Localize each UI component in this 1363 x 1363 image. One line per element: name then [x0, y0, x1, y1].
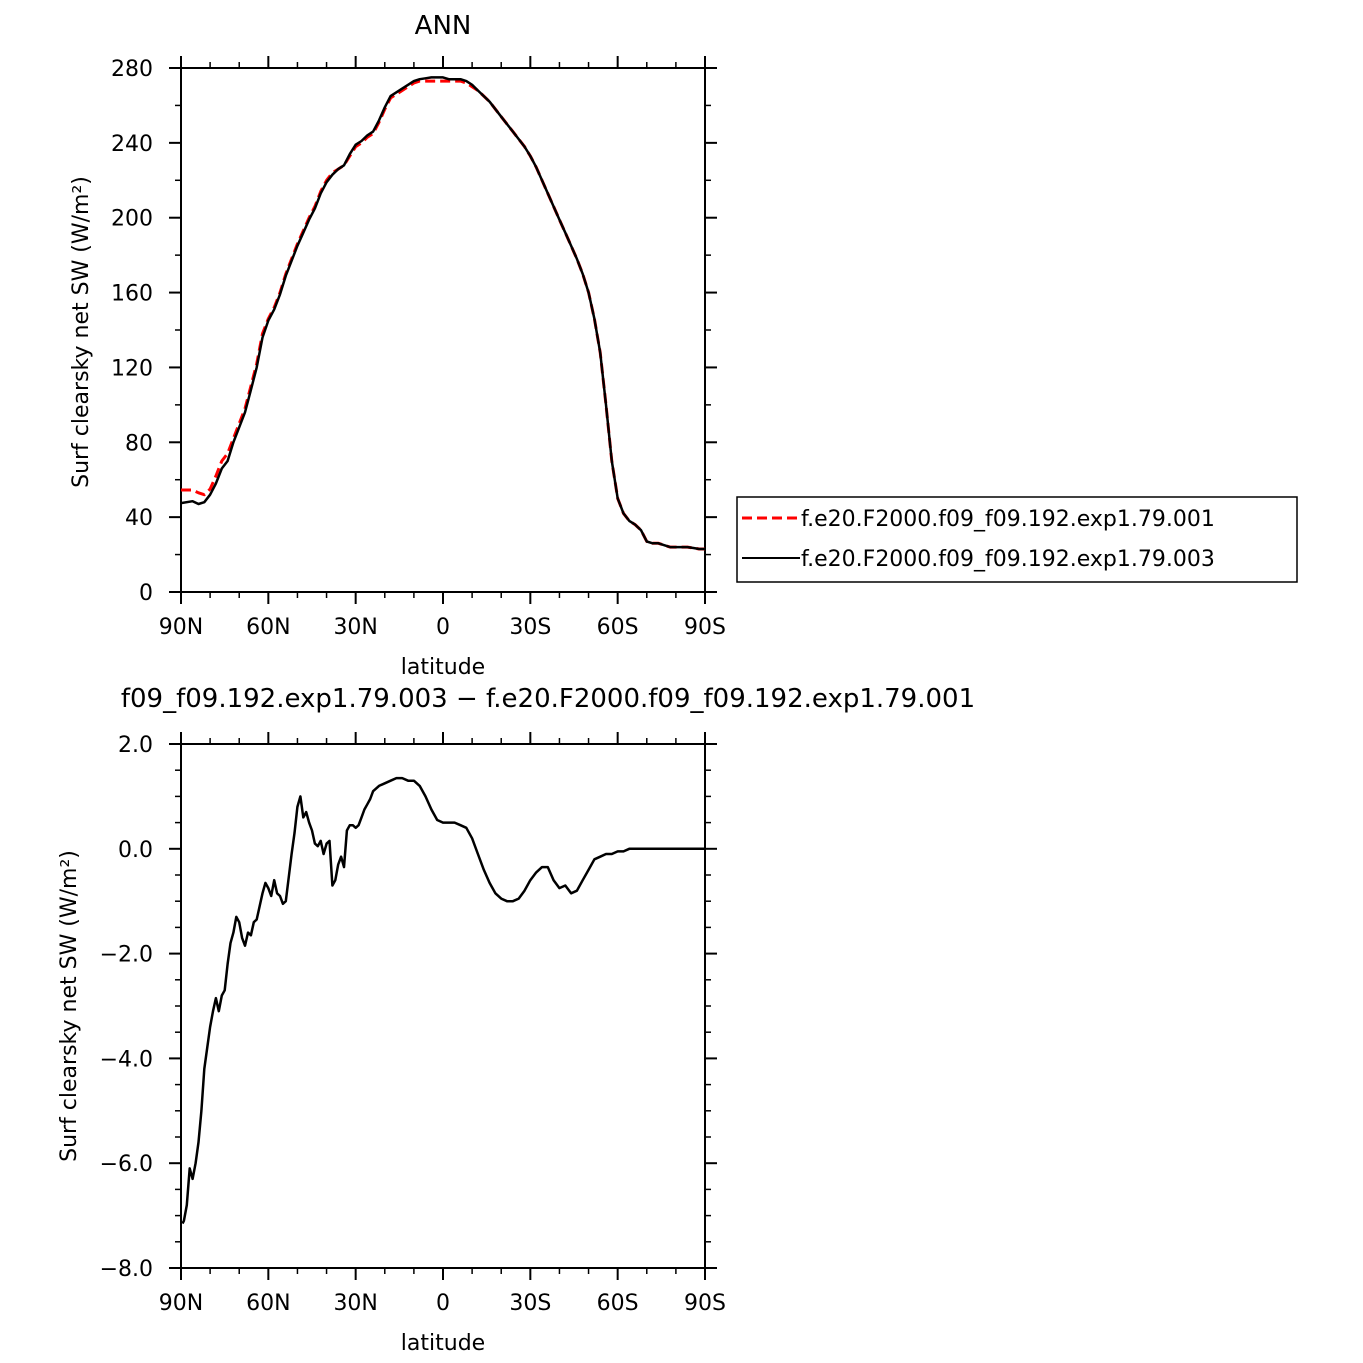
bottom-x-tick-label: 90N — [159, 1291, 203, 1316]
top-y-tick-label: 120 — [111, 356, 153, 381]
top-y-tick-label: 80 — [125, 431, 153, 456]
top-y-tick-label: 0 — [139, 581, 153, 606]
top-y-tick-label: 240 — [111, 132, 153, 157]
bottom-panel: f09_f09.192.exp1.79.003 − f.e20.F2000.f0… — [57, 684, 975, 1356]
top-x-tick-label: 90N — [159, 615, 203, 640]
top-y-tick-label: 280 — [111, 57, 153, 82]
bottom-x-tick-label: 60N — [246, 1291, 290, 1316]
legend-label-series-2: f.e20.F2000.f09_f09.192.exp1.79.003 — [801, 547, 1215, 572]
top-y-tick-label: 200 — [111, 207, 153, 232]
bottom-series-line-1 — [181, 776, 705, 1225]
bottom-x-tick-label: 30S — [509, 1291, 551, 1316]
bottom-y-tick-label: −8.0 — [100, 1257, 153, 1282]
top-plot-area: 90N 60N 30N 0 30S 60S 90S 0 40 80 120 160 200 240 280 — [111, 56, 726, 640]
legend-box — [736, 496, 1298, 583]
top-plot-frame — [180, 67, 706, 593]
bottom-y-tick-label: −6.0 — [100, 1152, 153, 1177]
top-y-axis-label: Surf clearsky net SW (W/m²) — [69, 176, 94, 488]
top-y-tick-label: 160 — [111, 282, 153, 307]
bottom-plot-area: 90N 60N 30N 0 30S 60S 90S −8.0 −6.0 −4.0 −2.0 0.0 2.… — [100, 732, 726, 1316]
legend: f.e20.F2000.f09_f09.192.exp1.79.001 f.e2… — [736, 496, 1298, 583]
bottom-x-tick-label: 90S — [684, 1291, 726, 1316]
top-x-axis-label: latitude — [401, 655, 485, 680]
top-x-tick-label: 90S — [684, 615, 726, 640]
legend-label-series-1: f.e20.F2000.f09_f09.192.exp1.79.001 — [801, 507, 1215, 532]
top-y-tick-label: 40 — [125, 506, 153, 531]
bottom-y-tick-label: −2.0 — [100, 943, 153, 968]
top-panel: ANN 90N 60N 30N 0 30S 60S 90S 0 40 80 120 160 200 240… — [69, 11, 1298, 680]
bottom-y-tick-label: 0.0 — [118, 838, 153, 863]
top-x-tick-label: 60S — [597, 615, 639, 640]
bottom-y-tick-label: −4.0 — [100, 1047, 153, 1072]
top-series-line-2 — [180, 76, 705, 551]
bottom-x-tick-label: 30N — [333, 1291, 377, 1316]
bottom-x-axis-label: latitude — [401, 1331, 485, 1356]
top-x-tick-label: 30S — [509, 615, 551, 640]
bottom-chart-title: f09_f09.192.exp1.79.003 − f.e20.F2000.f0… — [121, 684, 975, 714]
bottom-x-tick-label: 60S — [597, 1291, 639, 1316]
top-series-line-1 — [181, 79, 705, 551]
top-x-tick-label: 0 — [436, 615, 450, 640]
top-chart-title: ANN — [415, 11, 472, 41]
bottom-y-tick-label: 2.0 — [118, 733, 153, 758]
bottom-y-axis-label: Surf clearsky net SW (W/m²) — [57, 850, 82, 1162]
top-x-tick-label: 60N — [246, 615, 290, 640]
top-x-tick-label: 30N — [333, 615, 377, 640]
bottom-x-tick-label: 0 — [436, 1291, 450, 1316]
